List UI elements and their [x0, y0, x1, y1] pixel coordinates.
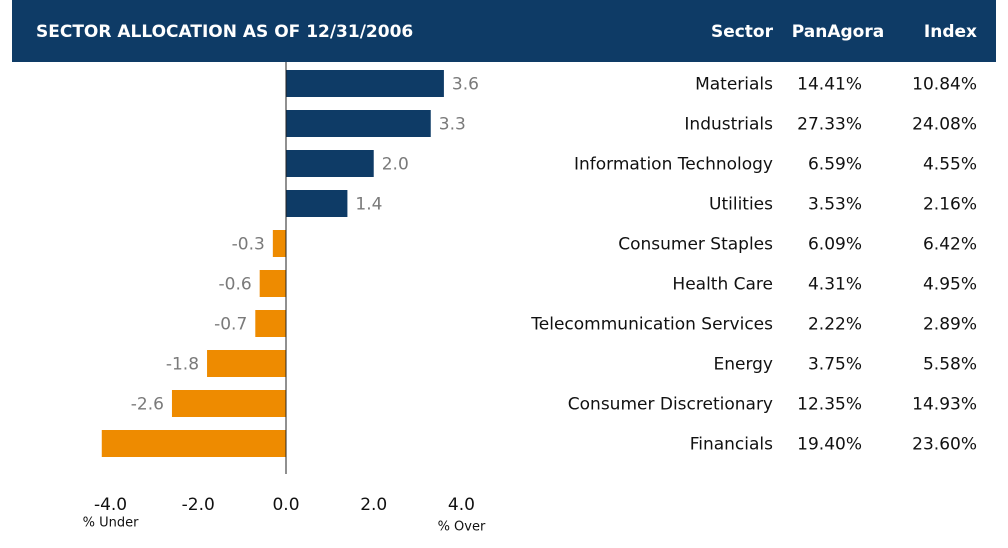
- panagora-value: 19.40%: [797, 435, 862, 455]
- bar: [255, 310, 286, 337]
- bar: [272, 230, 286, 257]
- sector-label: Financials: [690, 435, 773, 455]
- bar: [286, 110, 431, 137]
- value-label: 3.6: [452, 75, 479, 95]
- bar: [259, 270, 286, 297]
- value-label: 2.0: [382, 155, 409, 175]
- index-value: 24.08%: [912, 115, 977, 135]
- sector-label: Industrials: [684, 115, 773, 135]
- bar: [286, 190, 348, 217]
- value-label: -2.6: [131, 395, 164, 415]
- sector-label: Telecommunication Services: [530, 315, 773, 335]
- panagora-value: 3.53%: [808, 195, 862, 215]
- sector-label: Utilities: [709, 195, 773, 215]
- index-value: 4.95%: [923, 275, 977, 295]
- chart-title: SECTOR ALLOCATION AS OF 12/31/2006: [36, 22, 413, 42]
- column-header: Sector: [711, 22, 774, 42]
- index-value: 10.84%: [912, 75, 977, 95]
- value-label: -0.6: [219, 275, 252, 295]
- panagora-value: 14.41%: [797, 75, 862, 95]
- index-value: 5.58%: [923, 355, 977, 375]
- index-value: 6.42%: [923, 235, 977, 255]
- panagora-value: 12.35%: [797, 395, 862, 415]
- sector-label: Consumer Discretionary: [568, 395, 773, 415]
- sector-label: Consumer Staples: [618, 235, 773, 255]
- index-value: 4.55%: [923, 155, 977, 175]
- panagora-value: 6.09%: [808, 235, 862, 255]
- bar: [207, 350, 286, 377]
- index-value: 2.16%: [923, 195, 977, 215]
- x-tick-label: -2.0: [182, 495, 215, 515]
- bar: [171, 390, 286, 417]
- x-tick-label: 0.0: [272, 495, 299, 515]
- value-label: 1.4: [355, 195, 382, 215]
- panagora-value: 27.33%: [797, 115, 862, 135]
- value-label: 3.3: [439, 115, 466, 135]
- x-tick-label: 2.0: [360, 495, 387, 515]
- panagora-value: 2.22%: [808, 315, 862, 335]
- sector-label: Information Technology: [574, 155, 773, 175]
- index-value: 2.89%: [923, 315, 977, 335]
- value-label: -0.7: [214, 315, 247, 335]
- axis-label-under: % Under: [83, 516, 139, 531]
- panagora-value: 6.59%: [808, 155, 862, 175]
- sector-label: Materials: [695, 75, 773, 95]
- panagora-value: 3.75%: [808, 355, 862, 375]
- bar: [286, 150, 374, 177]
- index-value: 14.93%: [912, 395, 977, 415]
- x-tick-label: -4.0: [94, 495, 127, 515]
- panagora-value: 4.31%: [808, 275, 862, 295]
- sector-label: Health Care: [672, 275, 773, 295]
- sector-label: Energy: [713, 355, 773, 375]
- value-label: -1.8: [166, 355, 199, 375]
- axis-label-over: % Over: [438, 520, 486, 535]
- x-tick-label: 4.0: [448, 495, 475, 515]
- bar: [286, 70, 444, 97]
- value-label: -0.3: [232, 235, 265, 255]
- bar: [101, 430, 286, 457]
- header-bar: [12, 0, 996, 62]
- index-value: 23.60%: [912, 435, 977, 455]
- column-header: Index: [924, 22, 977, 42]
- column-header: PanAgora: [792, 22, 884, 42]
